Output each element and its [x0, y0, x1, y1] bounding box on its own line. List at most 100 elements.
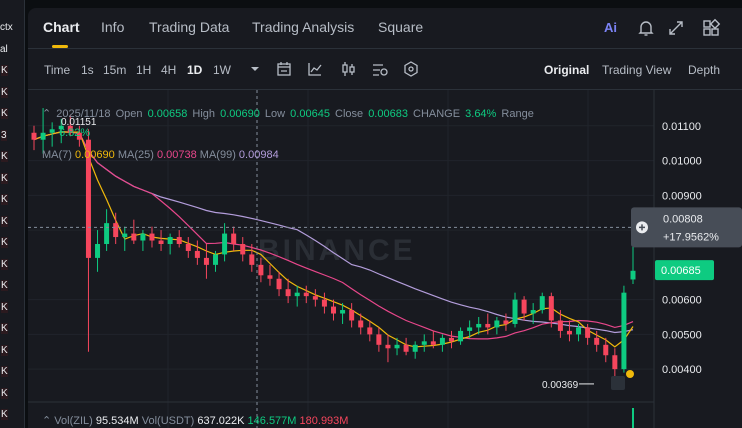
candle-body	[548, 296, 554, 321]
candle-body	[566, 330, 572, 335]
candle-body	[76, 132, 82, 140]
add-alert-plus	[639, 224, 645, 231]
candle-body	[403, 344, 409, 352]
price-axis-label: 0.00400	[662, 364, 702, 376]
candle-body	[185, 244, 191, 251]
sidebar-strip-label: ctx	[0, 22, 13, 33]
tab-square[interactable]: Square	[378, 19, 424, 35]
sidebar-strip-label: 3	[1, 129, 7, 141]
sidebar-strip-label: K	[1, 323, 8, 334]
candle-body	[630, 270, 636, 280]
candle-body	[367, 327, 373, 335]
crosshair-pct: +17.9562%	[663, 231, 719, 243]
candle-body	[258, 264, 264, 276]
vol-ma1-value: 146.577M	[247, 415, 297, 427]
ma7-label: MA(7)	[42, 149, 72, 161]
ma25-value: 0.00738	[156, 149, 197, 161]
calendar-icon[interactable]	[275, 60, 293, 78]
vol-usdt-label: Vol(USDT)	[141, 415, 195, 427]
sidebar-strip-label: K	[1, 108, 8, 119]
interval-1d[interactable]: 1D	[187, 63, 203, 77]
volume-readout: ⌃ Vol(ZIL) 95.534M Vol(USDT) 637.022K 14…	[42, 414, 348, 427]
interval-time[interactable]: Time	[44, 63, 71, 77]
ma7-value: 0.00690	[75, 149, 115, 161]
candle-body	[31, 132, 37, 140]
candle-body	[67, 125, 73, 133]
dropdown-icon[interactable]	[246, 60, 264, 78]
tab-trading-data[interactable]: Trading Data	[149, 19, 230, 35]
settings-icon[interactable]	[371, 60, 389, 78]
candle-body	[594, 337, 600, 345]
chart-panel: Chart Info Trading Data Trading Analysis…	[28, 8, 742, 428]
indicator-icon[interactable]	[306, 60, 324, 78]
tab-trading-analysis[interactable]: Trading Analysis	[252, 19, 355, 35]
price-chart[interactable]: BINANCE0.011000.010000.009000.008000.006…	[28, 90, 742, 428]
candle-type-icon[interactable]	[339, 60, 357, 78]
price-axis-label: 0.01100	[662, 121, 701, 133]
candle-body	[421, 341, 427, 345]
interval-1w[interactable]: 1W	[213, 63, 231, 77]
candlestick-chart: BINANCE0.011000.010000.009000.008000.006…	[28, 90, 742, 428]
sidebar-strip-label: K	[1, 215, 8, 227]
candle-body	[194, 250, 200, 258]
candle-body	[340, 310, 346, 314]
view-original[interactable]: Original	[544, 63, 590, 77]
sidebar-strip-label: K	[1, 366, 8, 377]
expand-icon[interactable]	[666, 18, 686, 38]
change-label: CHANGE	[413, 108, 461, 120]
interval-1s[interactable]: 1s	[81, 63, 94, 77]
candle-body	[158, 240, 164, 244]
vol-zil-value: 95.534M	[95, 415, 139, 427]
interval-4h[interactable]: 4H	[161, 63, 177, 77]
interval-15m[interactable]: 15m	[103, 63, 127, 77]
vol-zil-label: Vol(ZIL)	[54, 415, 93, 427]
sidebar-strip-label: al	[0, 43, 8, 55]
current-price-box	[655, 260, 714, 281]
view-trading-view[interactable]: Trading View	[602, 63, 672, 77]
low-label: Low	[264, 108, 286, 120]
interval-1h[interactable]: 1H	[136, 63, 152, 77]
ai-icon[interactable]: Ai	[604, 20, 617, 35]
close-value: 0.00683	[368, 108, 408, 120]
collapse-icon[interactable]: ⌃	[42, 108, 52, 120]
sidebar-strip-label: K	[1, 86, 8, 98]
candle-body	[104, 223, 110, 244]
vol-usdt-value: 637.022K	[197, 415, 245, 427]
volume-collapse-icon[interactable]: ⌃	[42, 415, 52, 427]
crosshair-price-box	[631, 207, 742, 248]
candle-body	[49, 129, 55, 133]
candle-body	[349, 310, 355, 321]
hexagon-icon[interactable]	[402, 60, 420, 78]
ma-readout: MA(7) 0.00690 MA(25) 0.00738 MA(99) 0.00…	[42, 149, 279, 161]
chart-toolbar: Time 1s 15m 1H 4H 1D 1W Original	[28, 49, 742, 90]
candle-body	[557, 320, 563, 331]
candle-body	[312, 296, 318, 300]
layout-icon[interactable]	[701, 18, 721, 38]
ma99-value: 0.00984	[238, 149, 279, 161]
sidebar-strip-label: K	[1, 280, 8, 291]
sidebar-strip-label: K	[1, 258, 8, 270]
bell-icon[interactable]	[636, 18, 656, 38]
candle-body	[331, 306, 336, 314]
candle-body	[113, 223, 119, 238]
sidebar-strip-label: K	[1, 172, 8, 184]
candle-body	[176, 237, 182, 244]
candle-body	[585, 327, 591, 338]
candle-body	[276, 278, 282, 290]
candle-body	[412, 344, 418, 352]
price-axis-label: 0.01000	[662, 156, 702, 168]
candle-body	[494, 320, 500, 328]
tab-chart[interactable]: Chart	[43, 19, 80, 35]
high-value: 0.00690	[220, 108, 260, 120]
low-value: 0.00645	[290, 108, 330, 120]
candle-body	[85, 139, 91, 258]
sidebar-strip-label: K	[1, 409, 8, 420]
sidebar-strip-label: K	[1, 151, 8, 162]
tab-info[interactable]: Info	[101, 19, 125, 35]
candle-body	[521, 299, 527, 314]
view-depth[interactable]: Depth	[688, 63, 721, 77]
candle-body	[122, 233, 128, 238]
candle-body	[539, 296, 545, 311]
candle-body	[439, 337, 445, 345]
price-axis-label: 0.00500	[662, 329, 702, 341]
